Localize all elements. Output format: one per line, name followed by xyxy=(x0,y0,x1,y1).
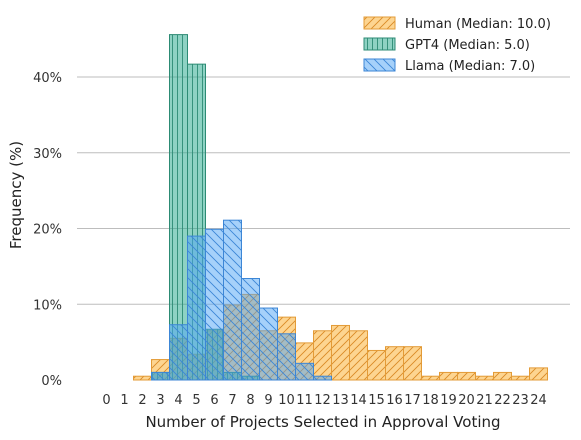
llama-bar-hatch xyxy=(151,371,170,381)
x-tick-label: 2 xyxy=(138,393,146,408)
human-bar-hatch xyxy=(133,375,152,381)
x-tick-label: 17 xyxy=(404,393,421,408)
x-tick-label: 21 xyxy=(476,393,493,408)
x-tick-label: 24 xyxy=(530,393,547,408)
llama-bar-hatch xyxy=(259,307,278,381)
x-tick-label: 3 xyxy=(156,393,164,408)
legend-swatch-hatch-human xyxy=(363,16,396,30)
llama-bar-hatch xyxy=(313,375,332,381)
x-tick-label: 12 xyxy=(314,393,331,408)
x-tick-label: 14 xyxy=(350,393,367,408)
x-tick-label: 22 xyxy=(494,393,511,408)
x-tick-label: 5 xyxy=(192,393,200,408)
x-axis-label: Number of Projects Selected in Approval … xyxy=(145,413,500,431)
legend-label-llama: Llama (Median: 7.0) xyxy=(405,59,535,74)
x-tick-label: 10 xyxy=(278,393,295,408)
llama-bar-hatch xyxy=(295,362,314,381)
human-bar-hatch xyxy=(511,375,530,381)
legend-label-gpt4: GPT4 (Median: 5.0) xyxy=(405,38,530,53)
x-tick-label: 11 xyxy=(296,393,313,408)
y-tick-label: 30% xyxy=(33,147,62,162)
x-tick-labels: 0 1 2 3 4 5 6 7 8 9 10 11 12 13 14 15 16 17 18 19 20 21 22 23 24 xyxy=(102,393,546,408)
legend-label-human: Human (Median: 10.0) xyxy=(405,17,551,32)
y-tick-label: 20% xyxy=(33,223,62,238)
llama-bar-hatch xyxy=(169,324,188,381)
x-tick-label: 18 xyxy=(422,393,439,408)
legend: Human (Median: 10.0) GPT4 (Median: 5.0) Ll… xyxy=(363,16,551,74)
y-tick-label: 0% xyxy=(41,374,62,389)
llama-bar-hatch xyxy=(205,228,224,381)
series-llama xyxy=(151,219,332,381)
human-bar-hatch xyxy=(313,330,332,381)
human-bar-hatch xyxy=(367,349,386,381)
x-tick-label: 20 xyxy=(458,393,475,408)
human-bar-hatch xyxy=(475,375,494,381)
human-bar-hatch xyxy=(349,330,368,381)
y-tick-labels: 0% 10% 20% 30% 40% xyxy=(33,71,62,389)
human-bar-hatch xyxy=(421,375,440,381)
llama-bar-hatch xyxy=(277,333,296,381)
x-tick-label: 23 xyxy=(512,393,529,408)
x-tick-label: 15 xyxy=(368,393,385,408)
x-tick-label: 19 xyxy=(440,393,457,408)
x-tick-label: 9 xyxy=(264,393,272,408)
x-tick-label: 7 xyxy=(228,393,236,408)
x-tick-label: 16 xyxy=(386,393,403,408)
llama-bar-hatch xyxy=(223,219,242,381)
human-bar-hatch xyxy=(529,367,548,381)
human-bar-hatch xyxy=(331,324,350,381)
human-bar-hatch xyxy=(493,371,512,381)
human-bar-hatch xyxy=(385,346,404,381)
x-tick-label: 13 xyxy=(332,393,349,408)
x-tick-label: 6 xyxy=(210,393,218,408)
x-tick-label: 0 xyxy=(102,393,110,408)
bars xyxy=(133,34,548,381)
legend-swatch-hatch-llama xyxy=(363,58,396,72)
y-tick-label: 40% xyxy=(33,71,62,86)
llama-bar-hatch xyxy=(241,278,260,381)
human-bar-hatch xyxy=(403,346,422,381)
legend-swatch-hatch-gpt4 xyxy=(363,37,396,51)
x-tick-label: 4 xyxy=(174,393,182,408)
human-bar-hatch xyxy=(439,371,458,381)
x-tick-label: 8 xyxy=(246,393,254,408)
llama-bar-hatch xyxy=(187,235,206,381)
grid-lines xyxy=(77,76,570,305)
human-bar-hatch xyxy=(457,371,476,381)
x-tick-label: 1 xyxy=(120,393,128,408)
y-tick-label: 10% xyxy=(33,298,62,313)
y-axis-label: Frequency (%) xyxy=(7,141,25,249)
